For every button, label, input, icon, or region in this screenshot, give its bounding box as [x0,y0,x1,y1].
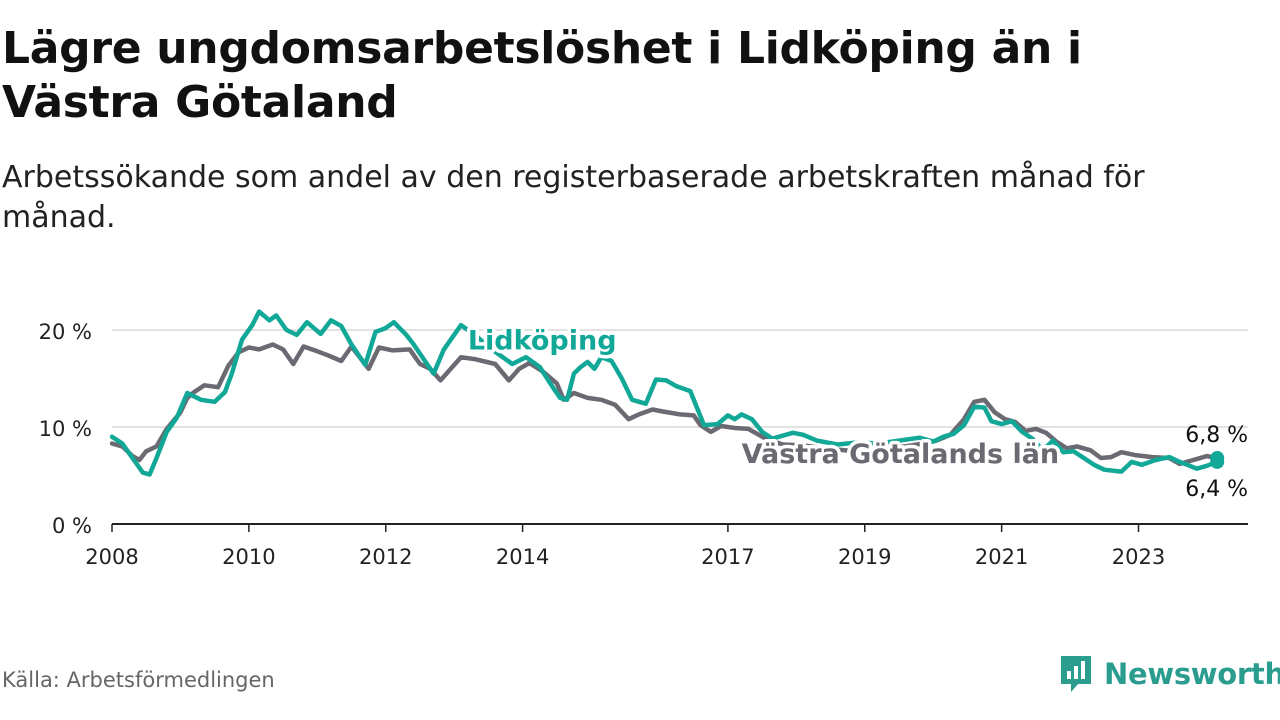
series-labels: 6,8 % 6,4 % Lidköping Västra Götalands län [464,322,1248,502]
end-label-lidkoping: 6,4 % [1185,477,1248,502]
end-label-vastra-gotaland: 6,8 % [1185,423,1248,448]
y-tick-label: 20 % [39,320,92,344]
series-line-vastra-gotaland [109,342,1220,467]
y-tick-label: 10 % [39,417,92,441]
brand[interactable]: Newsworthy [1058,654,1280,694]
x-tick-label: 2023 [1112,545,1165,569]
chart-subtitle: Arbetssökande som andel av den registerb… [2,160,1145,235]
x-tick-label: 2010 [222,545,275,569]
x-axis-tick-labels: 2008 2010 2012 2014 2017 2019 2021 2023 [85,524,1165,569]
end-point-lidkoping [1210,454,1225,469]
x-tick-label: 2008 [85,545,138,569]
series-label-vastra-gotaland: Västra Götalands län [742,439,1060,470]
source-note: Källa: Arbetsförmedlingen [2,668,275,692]
brand-name: Newsworthy [1104,657,1280,691]
y-axis-tick-labels: 0 % 10 % 20 % [39,320,92,538]
x-tick-label: 2019 [838,545,891,569]
series-lines [109,309,1225,477]
x-tick-label: 2012 [359,545,412,569]
series-label-lidkoping: Lidköping [468,326,617,357]
x-tick-label: 2014 [496,545,549,569]
chart-title: Lägre ungdomsarbetslöshet i Lidköping än… [2,23,1082,128]
x-tick-label: 2017 [701,545,754,569]
series-line-lidkoping [109,309,1220,477]
y-tick-label: 0 % [52,514,92,538]
newsworthy-logo-icon [1061,656,1091,692]
x-tick-label: 2021 [975,545,1028,569]
grid-lines [112,329,1248,525]
